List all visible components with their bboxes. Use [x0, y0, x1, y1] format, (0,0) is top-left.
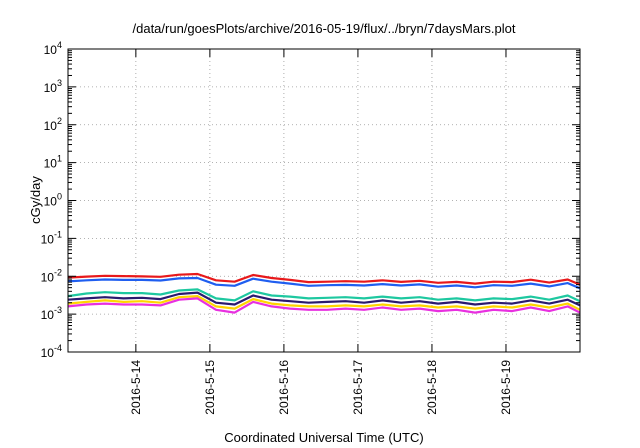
- x-tick-labels: 2016-5-14 2016-5-15 2016-5-16 2016-5-17 2016…: [129, 360, 513, 415]
- y-tick-label: 10-3: [41, 305, 62, 322]
- series-line-5: [67, 295, 581, 311]
- y-tick-label: 10-1: [41, 229, 62, 246]
- y-tick-label: 104: [44, 40, 62, 57]
- axis-ticks: [68, 48, 580, 353]
- y-tick-labels: 10-4 10-3 10-2 10-1 100 101 102 103 104: [41, 40, 62, 360]
- x-axis-title: Coordinated Universal Time (UTC): [224, 430, 423, 445]
- y-tick-label: 103: [44, 78, 62, 95]
- x-tick-label: 2016-5-16: [277, 360, 291, 415]
- chart-title: /data/run/goesPlots/archive/2016-05-19/f…: [133, 21, 516, 36]
- series-line-4: [67, 291, 581, 307]
- x-tick-label: 2016-5-17: [351, 360, 365, 415]
- y-axis-title: cGy/day: [28, 176, 43, 224]
- x-tick-label: 2016-5-18: [425, 360, 439, 415]
- x-tick-label: 2016-5-19: [499, 360, 513, 415]
- y-tick-label: 10-2: [41, 267, 62, 284]
- y-tick-label: 102: [44, 116, 62, 133]
- series-line-2: [67, 276, 581, 290]
- series-line-3: [67, 288, 581, 303]
- y-tick-label: 101: [44, 154, 62, 171]
- series-line-6: [67, 297, 581, 314]
- series-line-1: [67, 272, 581, 286]
- series-lines: [67, 272, 581, 314]
- y-tick-label: 10-4: [41, 343, 62, 360]
- y-tick-label: 100: [44, 192, 62, 209]
- x-tick-label: 2016-5-14: [129, 360, 143, 415]
- x-tick-label: 2016-5-15: [203, 360, 217, 415]
